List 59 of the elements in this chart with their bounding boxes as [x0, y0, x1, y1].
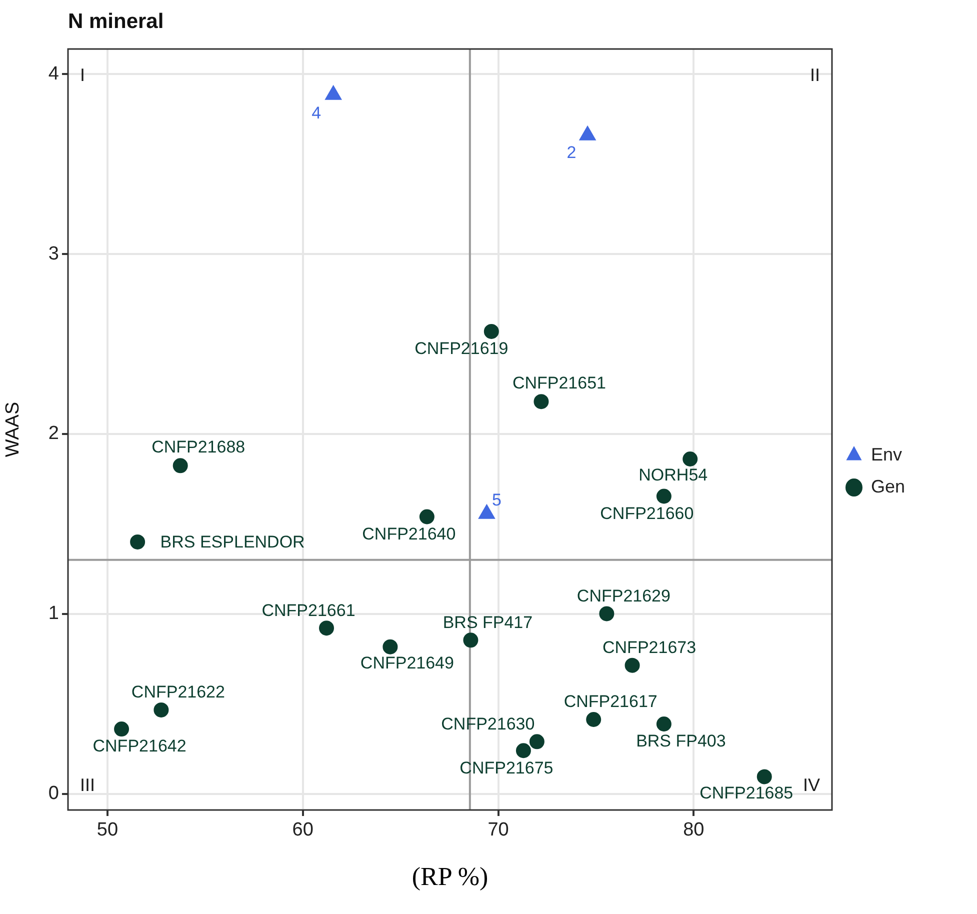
x-tick-label: 80	[683, 820, 704, 841]
point	[484, 324, 499, 339]
annotation: CNFP21675	[460, 758, 554, 778]
annotation: CNFP21642	[92, 736, 186, 756]
y-tick-label: 2	[48, 423, 59, 444]
chart-title: N mineral	[68, 10, 164, 33]
point	[586, 712, 602, 728]
annotation: CNFP21640	[362, 524, 456, 544]
annotation: BRS FP417	[442, 612, 533, 632]
annotation: CNFP21660	[600, 504, 694, 523]
point	[529, 734, 544, 750]
annotation: CNFP21629	[576, 586, 670, 606]
x-tick-label: 70	[488, 820, 509, 841]
point	[756, 769, 772, 784]
annotation: I	[80, 64, 86, 85]
point	[516, 743, 531, 758]
point	[382, 639, 398, 654]
annotation: CNFP21622	[131, 682, 225, 702]
annotation: NORH54	[638, 466, 708, 485]
annotation: CNFP21651	[512, 373, 606, 392]
x-tick-label: 50	[96, 820, 118, 841]
annotation: CNFP21688	[152, 437, 246, 456]
annotation: III	[80, 774, 96, 795]
annotation: CNFP21630	[441, 714, 535, 734]
y-tick-label: 0	[48, 783, 59, 804]
point	[114, 722, 130, 737]
y-tick-label: 4	[48, 63, 60, 84]
legend-label: Env	[870, 444, 902, 464]
annotation: II	[810, 64, 820, 85]
x-tick-label: 60	[292, 820, 314, 841]
annotation: CNFP21649	[360, 654, 454, 673]
annotation: BRS ESPLENDOR	[160, 532, 305, 552]
point	[319, 620, 334, 636]
point	[463, 632, 478, 648]
annotation: 4	[312, 104, 322, 123]
annotation: IV	[802, 774, 820, 795]
y-tick-label: 1	[48, 603, 59, 624]
point	[656, 488, 672, 504]
annotation: CNFP21685	[700, 783, 794, 802]
y-tick-label: 3	[48, 243, 59, 264]
y-axis-title: WAAS	[2, 402, 24, 458]
point	[599, 606, 614, 622]
legend-label: Gen	[870, 476, 906, 496]
annotation: CNFP21673	[602, 638, 696, 658]
point	[130, 534, 146, 550]
point	[534, 394, 549, 410]
annotation: CNFP21661	[262, 600, 356, 620]
point	[682, 452, 698, 467]
point	[419, 509, 434, 524]
annotation: CNFP21619	[414, 339, 508, 358]
point	[624, 658, 640, 673]
x-axis-title: (RP %)	[412, 862, 488, 892]
annotation: 5	[492, 490, 502, 510]
annotation: BRS FP403	[636, 732, 726, 751]
annotation: CNFP21617	[564, 692, 658, 712]
annotation: 2	[566, 143, 576, 162]
point	[172, 458, 188, 474]
point	[656, 716, 672, 732]
point	[154, 702, 169, 718]
